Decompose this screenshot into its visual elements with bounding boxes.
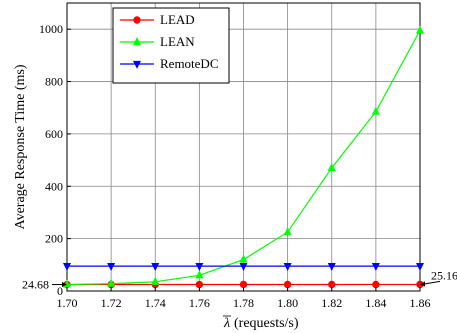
y-tick-label: 1000	[39, 22, 63, 36]
x-tick-label: 1.78	[233, 296, 254, 310]
legend-marker	[132, 60, 142, 69]
legend-marker	[133, 16, 141, 24]
data-point-remotedc	[195, 263, 204, 272]
legend-marker	[132, 37, 142, 46]
data-point-lean	[415, 25, 425, 34]
x-tick-label: 1.74	[145, 296, 166, 310]
series-remotedc	[62, 263, 425, 272]
data-point-lead	[239, 280, 248, 289]
data-point-lead	[372, 280, 380, 289]
data-point-lead	[328, 280, 336, 289]
data-point-remotedc	[327, 263, 336, 272]
annotations: 24.68 25.16	[22, 268, 457, 291]
y-tick-label: 400	[45, 179, 63, 193]
legend-label: RemoteDC	[160, 56, 219, 71]
series-lean	[62, 25, 425, 288]
data-point-remotedc	[371, 263, 380, 272]
y-tick-label: 200	[45, 232, 63, 246]
data-point-remotedc	[239, 263, 248, 272]
data-point-lean	[371, 106, 380, 115]
x-tick-label: 1.70	[57, 296, 78, 310]
x-tick-label: 1.82	[321, 296, 342, 310]
data-point-lean	[283, 227, 292, 236]
legend: LEAD LEAN RemoteDC	[112, 7, 230, 84]
data-point-remotedc	[283, 263, 292, 272]
x-axis-unit: (requests/s)	[234, 316, 299, 331]
series-lead	[63, 280, 424, 289]
data-point-remotedc	[415, 263, 425, 272]
legend-item-remotedc: RemoteDC	[120, 56, 219, 71]
data-point-lean	[239, 254, 248, 263]
data-point-remotedc	[107, 263, 116, 272]
x-tick-label: 1.80	[277, 296, 298, 310]
data-point-lead	[283, 280, 292, 289]
y-tick-label: 0	[57, 284, 63, 298]
data-point-lean	[151, 276, 160, 285]
x-tick-label: 1.76	[189, 296, 210, 310]
x-tick-label: 1.86	[410, 296, 431, 310]
x-axis-ticks: 1.70 1.72 1.74 1.76 1.78 1.80 1.82 1.84 1.86	[57, 287, 431, 310]
y-axis-label: Average Response Time (ms)	[13, 64, 28, 229]
data-point-remotedc	[151, 263, 160, 272]
legend-item-lead: LEAD	[120, 12, 195, 27]
annotation-left-value: 24.68	[22, 278, 49, 292]
data-point-lead	[195, 280, 204, 289]
legend-item-lean: LEAN	[120, 34, 195, 49]
annotation-left-arrowhead	[62, 282, 67, 288]
data-point-lean	[327, 163, 336, 172]
x-axis-symbol: λ	[223, 316, 230, 331]
legend-label: LEAN	[160, 34, 195, 49]
x-tick-label: 1.84	[365, 296, 386, 310]
data-point-lean	[107, 278, 116, 287]
annotation-right-arrowhead	[420, 281, 425, 287]
grid	[66, 3, 421, 291]
series-layer	[62, 25, 425, 289]
data-point-remotedc	[62, 263, 72, 272]
y-tick-label: 800	[45, 75, 63, 89]
x-tick-label: 1.72	[101, 296, 122, 310]
legend-label: LEAD	[160, 12, 195, 27]
data-point-lean	[195, 270, 204, 279]
y-axis-ticks: 0 200 400 600 800 1000	[39, 22, 71, 298]
y-tick-label: 600	[45, 127, 63, 141]
x-axis-label: λ (requests/s)	[223, 315, 299, 331]
annotation-right-value: 25.16	[431, 268, 457, 282]
